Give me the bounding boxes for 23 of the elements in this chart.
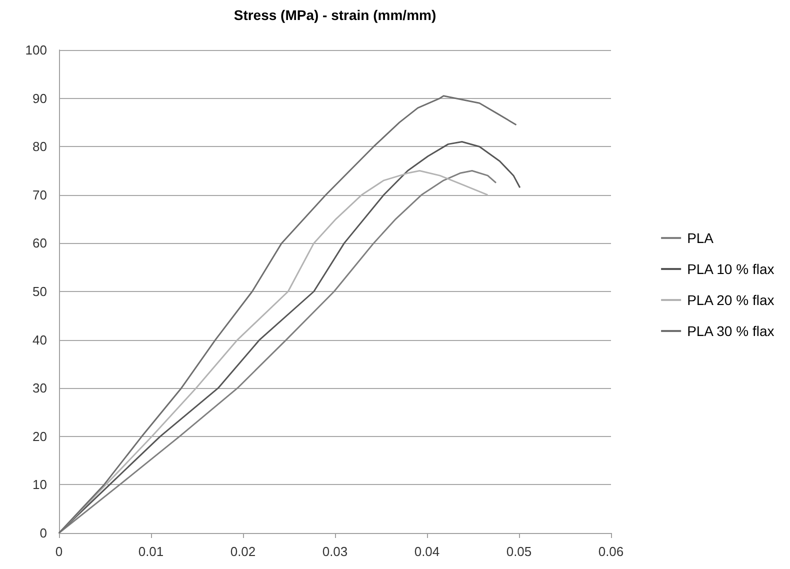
y-tick-label: 60	[32, 236, 47, 251]
y-tick-label: 20	[32, 428, 47, 444]
x-tick-label: 0.05	[506, 544, 532, 559]
x-tick-label: 0.06	[598, 544, 624, 559]
chart-title: Stress (MPa) - strain (mm/mm)	[234, 7, 436, 23]
legend-label: PLA	[687, 230, 714, 246]
legend-label: PLA 30 % flax	[687, 323, 774, 339]
y-tick-label: 70	[32, 187, 47, 202]
x-tick-label: 0.04	[414, 544, 440, 559]
y-tick-label: 40	[32, 332, 47, 348]
y-tick-label: 10	[32, 477, 47, 492]
x-tick-label: 0.02	[230, 544, 256, 559]
y-tick-label: 0	[40, 526, 47, 540]
y-tick-label: 50	[32, 284, 47, 299]
legend-label: PLA 10 % flax	[687, 261, 774, 277]
y-tick-label: 100	[25, 42, 47, 58]
x-tick-label: 0.03	[322, 544, 348, 559]
y-tick-label: 90	[32, 90, 47, 106]
legend-label: PLA 20 % flax	[687, 292, 774, 308]
x-tick-label: 0	[55, 544, 63, 559]
x-tick-label: 0.01	[138, 544, 164, 559]
y-tick-label: 30	[32, 380, 47, 396]
y-tick-label: 80	[32, 139, 47, 154]
